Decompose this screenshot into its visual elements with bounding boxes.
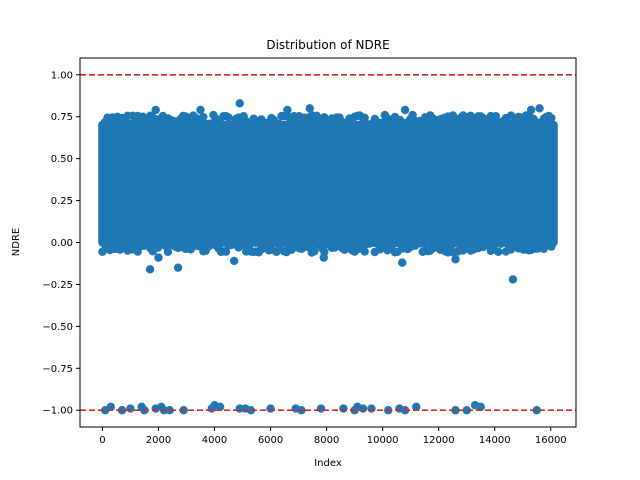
data-point [266, 404, 275, 413]
data-point [145, 265, 155, 274]
y-axis-label: NDRE [11, 228, 22, 256]
x-tick-label: 14000 [479, 435, 511, 446]
data-point [216, 119, 226, 128]
data-point [274, 119, 284, 128]
x-axis: 0 2000 4000 6000 8000 10000 12000 14000 16000 [99, 427, 567, 446]
reference-lines [80, 73, 576, 412]
y-tick-label: 0.00 [51, 238, 73, 249]
plot-area [80, 73, 576, 415]
data-point [235, 99, 244, 108]
data-point [451, 239, 460, 248]
data-point [388, 240, 397, 250]
data-point [347, 120, 357, 129]
y-tick-label: −0.50 [42, 322, 73, 333]
data-point [269, 238, 279, 248]
data-point [316, 404, 326, 413]
data-point [305, 241, 314, 250]
data-point [283, 105, 292, 115]
data-point [398, 258, 407, 267]
data-point [494, 247, 503, 256]
data-point [246, 406, 256, 415]
data-point [215, 402, 225, 412]
x-tick-label: 2000 [146, 435, 171, 446]
x-tick-label: 4000 [202, 435, 227, 446]
data-point [535, 104, 544, 113]
data-point [415, 239, 425, 248]
x-tick-label: 6000 [258, 435, 283, 446]
y-tick-label: −0.75 [42, 364, 73, 375]
data-point [339, 404, 348, 413]
data-point [165, 406, 174, 415]
data-point [163, 247, 173, 257]
data-point [277, 238, 286, 248]
data-point [154, 253, 163, 262]
data-point [367, 404, 376, 413]
data-point [400, 105, 410, 115]
data-point [412, 402, 421, 412]
data-point [196, 105, 205, 115]
data-point [319, 253, 328, 262]
data-point [462, 406, 471, 415]
data-point [199, 112, 208, 122]
chart-title: Distribution of NDRE [266, 38, 389, 52]
y-tick-label: 1.00 [51, 70, 73, 81]
data-point [117, 406, 127, 415]
main-point-cluster [98, 110, 558, 257]
data-point [451, 255, 460, 264]
data-point [151, 105, 160, 115]
data-point [360, 113, 369, 123]
y-tick-label: −1.00 [42, 406, 73, 417]
y-tick-label: 0.75 [51, 112, 73, 123]
data-point [476, 402, 485, 412]
data-point [221, 247, 231, 256]
x-tick-label: 12000 [423, 435, 455, 446]
data-point [229, 256, 239, 266]
x-tick-label: 0 [99, 435, 105, 446]
data-point [451, 406, 460, 415]
data-point [463, 239, 473, 248]
x-axis-label: Index [314, 458, 342, 469]
data-point [106, 402, 116, 412]
data-point [125, 119, 135, 129]
data-point [310, 247, 319, 256]
data-point [532, 406, 541, 415]
data-point [547, 242, 556, 251]
data-point [173, 263, 183, 272]
y-tick-label: 0.25 [51, 196, 73, 207]
data-point [305, 104, 314, 113]
data-point [547, 113, 556, 123]
data-point [126, 404, 135, 413]
data-point [224, 113, 233, 122]
y-tick-label: −0.25 [42, 280, 73, 291]
data-point [526, 105, 536, 115]
data-point [360, 247, 369, 256]
point-cluster-band [98, 120, 558, 247]
x-tick-label: 16000 [535, 435, 567, 446]
x-tick-label: 10000 [367, 435, 399, 446]
data-point [358, 404, 368, 413]
y-axis: −1.00 −0.75 −0.50 −0.25 0.00 0.25 0.50 0.75 1.00 [42, 70, 80, 417]
y-tick-label: 0.50 [51, 154, 73, 165]
data-point [508, 275, 518, 284]
x-tick-label: 8000 [314, 435, 339, 446]
